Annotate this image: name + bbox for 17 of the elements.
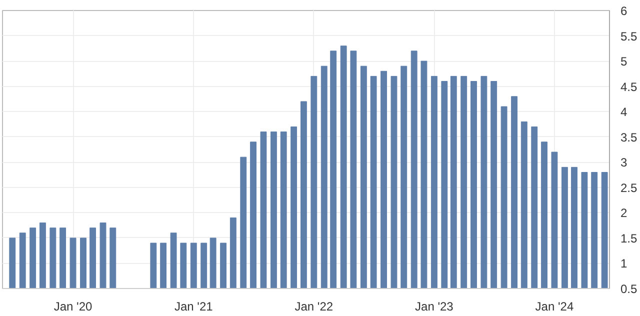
x-tick-label: Jan '23 (415, 300, 454, 314)
x-tick-label: Jan '21 (174, 300, 214, 314)
y-tick-label: 3 (620, 156, 628, 170)
x-tick-label: Jan '22 (294, 300, 334, 314)
y-tick-label: 5.5 (620, 29, 638, 44)
x-tick-label: Jan '24 (535, 300, 574, 314)
y-tick-label: 6 (620, 4, 628, 18)
y-tick-label: 3.5 (620, 130, 638, 144)
y-tick-label: 5 (620, 54, 628, 69)
y-tick-label: 4.5 (620, 80, 638, 94)
y-tick-label: 2 (620, 206, 628, 220)
y-tick-label: 1.5 (620, 231, 638, 246)
x-tick-label: Jan '20 (54, 300, 93, 314)
y-tick-label: 2.5 (620, 180, 638, 195)
y-tick-label: 4 (620, 105, 628, 120)
y-tick-label: 1 (620, 256, 628, 271)
y-tick-label: 0.5 (620, 282, 638, 296)
